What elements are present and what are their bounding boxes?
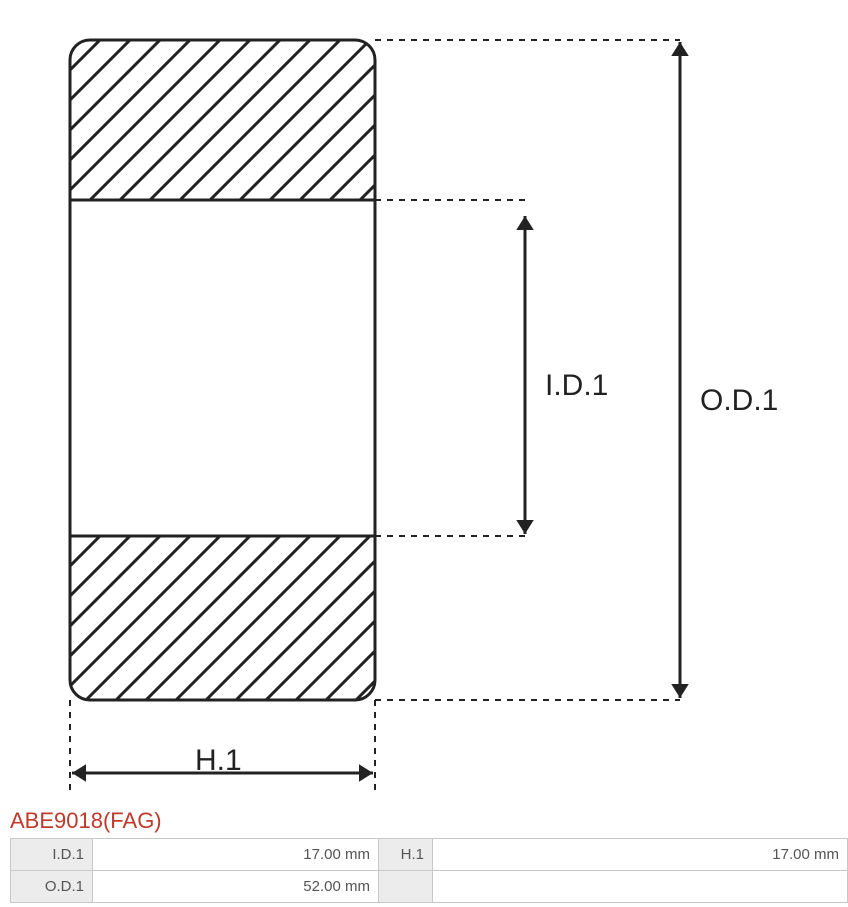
table-row: I.D.1 17.00 mm H.1 17.00 mm — [11, 839, 848, 871]
cell-label: O.D.1 — [11, 871, 93, 903]
table-row: O.D.1 52.00 mm — [11, 871, 848, 903]
cell-label: H.1 — [379, 839, 433, 871]
cell-label: I.D.1 — [11, 839, 93, 871]
cell-value: 52.00 mm — [93, 871, 379, 903]
svg-text:H.1: H.1 — [195, 744, 242, 777]
cell-value: 17.00 mm — [433, 839, 848, 871]
bearing-diagram: I.D.1 O.D.1 H.1 — [0, 0, 848, 800]
specs-table: I.D.1 17.00 mm H.1 17.00 mm O.D.1 52.00 … — [10, 838, 848, 903]
part-title: ABE9018(FAG) — [0, 800, 848, 838]
cell-value: 17.00 mm — [93, 839, 379, 871]
page: I.D.1O.D.1H.1 ABE9018(FAG) I.D.1 17.00 m… — [0, 0, 848, 903]
svg-text:O.D.1: O.D.1 — [700, 384, 778, 417]
svg-text:I.D.1: I.D.1 — [545, 369, 608, 402]
cell-value — [433, 871, 848, 903]
cell-label — [379, 871, 433, 903]
